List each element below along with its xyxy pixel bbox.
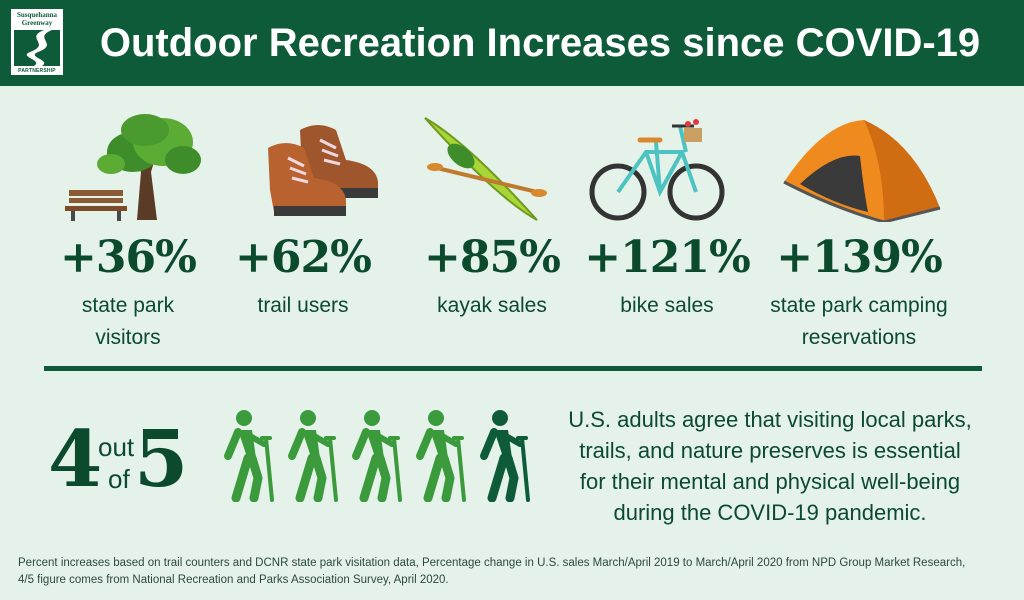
survey-denominator: 5 — [134, 414, 189, 505]
source-footnote: Percent increases based on trail counter… — [18, 555, 1008, 589]
survey-of-text: of — [108, 464, 130, 494]
logo-line1: Susquehanna — [16, 11, 58, 19]
logo-line2: Greenway — [21, 19, 53, 27]
kayak-icon — [424, 117, 547, 221]
bicycle-icon — [589, 119, 725, 221]
stat-label-line1: state park camping — [770, 294, 948, 317]
survey-statement: U.S. adults agree that visiting local pa… — [560, 404, 980, 528]
logo-wordmark: Susquehanna Greenway — [11, 9, 63, 31]
tree-bench-icon — [65, 114, 201, 221]
hiking-boots-icon — [268, 125, 378, 216]
stat-label-line1: bike sales — [620, 294, 714, 317]
survey-statement-line3: for their mental and physical well-being — [579, 469, 961, 494]
footnote-line1: Percent increases based on trail counter… — [18, 557, 966, 569]
page-title: Outdoor Recreation Increases since COVID… — [99, 21, 981, 65]
hiker-icon — [480, 410, 530, 502]
stat-label-line1: state park — [81, 294, 175, 317]
survey-statement-line1: U.S. adults agree that visiting local pa… — [568, 407, 972, 432]
stat-value: +121% — [584, 232, 751, 283]
stat-label-line1: kayak sales — [437, 294, 547, 317]
survey-numerator: 4 — [48, 414, 103, 505]
stat-label: trail users — [188, 290, 418, 322]
stat-label-line2: reservations — [801, 326, 917, 349]
section-divider — [44, 366, 982, 371]
hiker-icon — [224, 410, 274, 502]
stat-value: +139% — [776, 232, 943, 283]
susquehanna-greenway-logo: Susquehanna Greenway PARTNERSHIP — [10, 8, 64, 76]
header-bar: Susquehanna Greenway PARTNERSHIP Outdoor… — [0, 0, 1024, 86]
stat-label-line1: trail users — [257, 294, 349, 317]
hiker-icon — [352, 410, 402, 502]
stat-label: bike sales — [552, 290, 782, 322]
stat-value: +62% — [235, 232, 372, 283]
survey-out-text: out — [98, 432, 135, 462]
stat-label-line2: visitors — [95, 326, 161, 349]
stat-label: state park camping reservations — [744, 290, 974, 354]
tent-icon — [783, 120, 941, 222]
footnote-line2: 4/5 figure comes from National Recreatio… — [18, 574, 449, 586]
survey-statement-line2: trails, and nature preserves is essentia… — [579, 438, 961, 463]
hiker-pictogram-row — [222, 408, 542, 502]
stat-value: +85% — [424, 232, 561, 283]
river-icon — [14, 30, 60, 66]
hiker-icon — [416, 410, 466, 502]
stat-label: state park visitors — [13, 290, 243, 354]
stat-value: +36% — [60, 232, 197, 283]
hiker-icon — [288, 410, 338, 502]
survey-statement-line4: during the COVID-19 pandemic. — [613, 500, 927, 525]
stat-label: kayak sales — [377, 290, 607, 322]
logo-line3: PARTNERSHIP — [18, 68, 56, 74]
